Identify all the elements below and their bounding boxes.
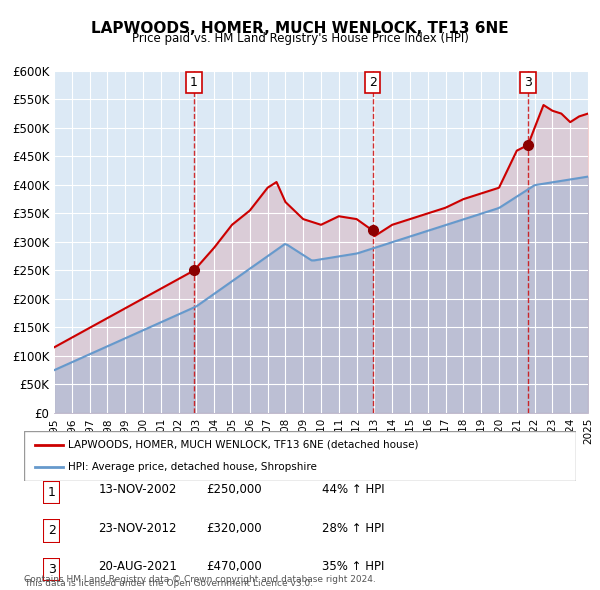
- Text: Price paid vs. HM Land Registry's House Price Index (HPI): Price paid vs. HM Land Registry's House …: [131, 32, 469, 45]
- Text: 3: 3: [48, 563, 56, 576]
- Text: LAPWOODS, HOMER, MUCH WENLOCK, TF13 6NE: LAPWOODS, HOMER, MUCH WENLOCK, TF13 6NE: [91, 21, 509, 35]
- Text: 35% ↑ HPI: 35% ↑ HPI: [322, 560, 385, 573]
- Text: £470,000: £470,000: [206, 560, 262, 573]
- Text: Contains HM Land Registry data © Crown copyright and database right 2024.: Contains HM Land Registry data © Crown c…: [24, 575, 376, 584]
- Text: 1: 1: [48, 486, 56, 499]
- Text: 20-AUG-2021: 20-AUG-2021: [98, 560, 178, 573]
- Text: LAPWOODS, HOMER, MUCH WENLOCK, TF13 6NE (detached house): LAPWOODS, HOMER, MUCH WENLOCK, TF13 6NE …: [68, 440, 419, 450]
- Text: 44% ↑ HPI: 44% ↑ HPI: [322, 483, 385, 496]
- Text: £250,000: £250,000: [206, 483, 262, 496]
- Text: 1: 1: [190, 76, 198, 89]
- Text: HPI: Average price, detached house, Shropshire: HPI: Average price, detached house, Shro…: [68, 462, 317, 472]
- Text: 2: 2: [48, 525, 56, 537]
- Text: 2: 2: [368, 76, 377, 89]
- Text: This data is licensed under the Open Government Licence v3.0.: This data is licensed under the Open Gov…: [24, 579, 313, 588]
- FancyBboxPatch shape: [43, 481, 60, 504]
- FancyBboxPatch shape: [43, 558, 60, 581]
- FancyBboxPatch shape: [43, 519, 60, 543]
- FancyBboxPatch shape: [24, 431, 576, 481]
- Text: 28% ↑ HPI: 28% ↑ HPI: [322, 522, 385, 535]
- Text: 3: 3: [524, 76, 532, 89]
- Text: 23-NOV-2012: 23-NOV-2012: [98, 522, 177, 535]
- Text: 13-NOV-2002: 13-NOV-2002: [98, 483, 177, 496]
- Text: £320,000: £320,000: [206, 522, 262, 535]
